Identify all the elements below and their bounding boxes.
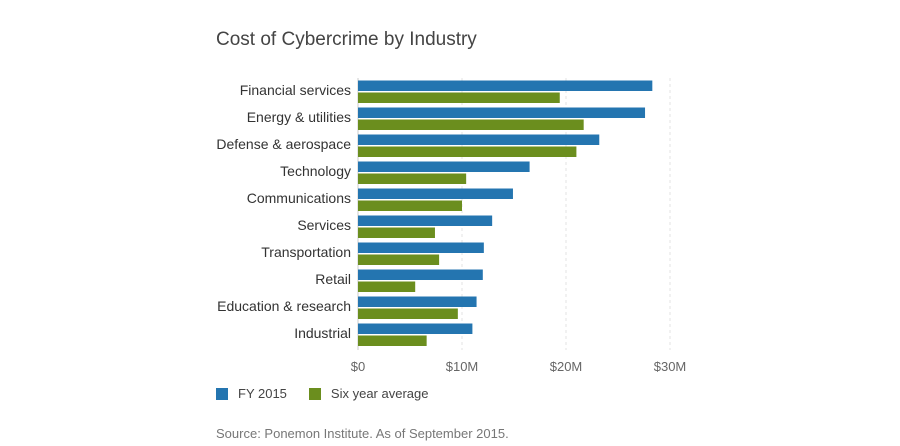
legend: FY 2015 Six year average [216, 386, 450, 401]
category-label: Transportation [261, 244, 351, 260]
category-label: Industrial [294, 325, 351, 341]
bar-six-year-average [358, 173, 467, 184]
bar-fy2015 [358, 296, 477, 307]
bar-fy2015 [358, 107, 646, 118]
bar-fy2015 [358, 161, 530, 172]
bar-fy2015 [358, 323, 473, 334]
bar-fy2015 [358, 269, 483, 280]
bar-six-year-average [358, 281, 416, 292]
bar-six-year-average [358, 227, 435, 238]
category-label: Financial services [240, 82, 351, 98]
bars [358, 80, 653, 346]
x-tick-label: $20M [550, 359, 583, 374]
category-label: Education & research [217, 298, 351, 314]
bar-six-year-average [358, 254, 440, 265]
category-label: Energy & utilities [247, 109, 351, 125]
x-tick-label: $10M [446, 359, 479, 374]
x-tick-label: $0 [351, 359, 365, 374]
legend-label-fy2015: FY 2015 [238, 386, 287, 401]
category-label: Technology [280, 163, 351, 179]
category-label: Retail [315, 271, 351, 287]
legend-item-fy2015: FY 2015 [216, 386, 287, 401]
legend-swatch-six-year-average [308, 387, 321, 400]
bar-six-year-average [358, 119, 584, 130]
legend-item-six-year-average: Six year average [308, 386, 429, 401]
bar-six-year-average [358, 146, 577, 157]
bar-six-year-average [358, 200, 462, 211]
bar-fy2015 [358, 242, 484, 253]
bar-six-year-average [358, 335, 427, 346]
legend-label-six-year-average: Six year average [330, 386, 429, 401]
bar-six-year-average [358, 308, 458, 319]
bar-six-year-average [358, 92, 560, 103]
bar-fy2015 [358, 80, 653, 91]
bar-fy2015 [358, 215, 493, 226]
x-axis-ticks: $0 $10M $20M $30M [351, 359, 687, 374]
category-label: Defense & aerospace [216, 136, 351, 152]
bar-fy2015 [358, 188, 513, 199]
chart-title: Cost of Cybercrime by Industry [216, 29, 477, 50]
bar-fy2015 [358, 134, 600, 145]
category-label: Communications [247, 190, 351, 206]
legend-swatch-fy2015 [216, 387, 228, 400]
category-labels: Financial services Energy & utilities Defe… [216, 82, 351, 341]
source-note: Source: Ponemon Institute. As of Septemb… [216, 426, 509, 441]
x-tick-label: $30M [654, 359, 687, 374]
category-label: Services [297, 217, 351, 233]
